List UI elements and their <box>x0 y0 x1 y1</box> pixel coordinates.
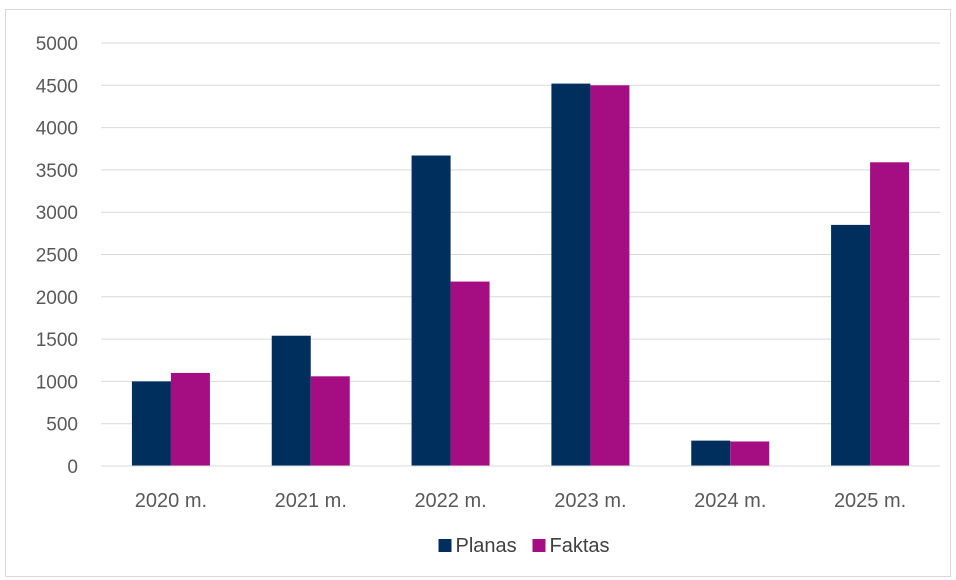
y-tick-label: 5000 <box>36 34 78 55</box>
bar-planas <box>271 335 311 466</box>
y-tick-label: 3000 <box>36 203 78 224</box>
y-axis-ticks: 0 500 1000 1500 2000 2500 3000 3500 4000 4500 5000 <box>36 34 78 478</box>
x-tick-label: 2025 m. <box>834 490 906 512</box>
bar-planas <box>131 381 171 466</box>
bar-faktas <box>730 441 770 466</box>
y-tick-label: 4000 <box>36 119 78 140</box>
x-axis-ticks: 2020 m. 2021 m. 2022 m. 2023 m. 2024 m. 2025 … <box>135 490 906 512</box>
bars <box>131 83 910 467</box>
bar-faktas <box>170 372 210 466</box>
gridlines <box>101 42 940 425</box>
x-tick-label: 2021 m. <box>275 490 347 512</box>
bar-planas <box>551 83 591 466</box>
legend: Planas Faktas <box>438 535 610 557</box>
bar-faktas <box>450 281 490 466</box>
legend-label-planas: Planas <box>456 535 517 557</box>
x-tick-label: 2020 m. <box>135 490 207 512</box>
bar-planas <box>831 224 871 466</box>
y-tick-label: 3500 <box>36 161 78 182</box>
y-tick-label: 1500 <box>36 330 78 351</box>
y-tick-label: 2000 <box>36 288 78 309</box>
y-tick-label: 500 <box>46 415 78 436</box>
bar-faktas <box>310 376 350 466</box>
bar-faktas <box>590 85 630 467</box>
legend-label-faktas: Faktas <box>550 535 610 557</box>
y-tick-label: 1000 <box>36 372 78 393</box>
x-tick-label: 2024 m. <box>694 490 766 512</box>
bar-planas <box>411 155 451 466</box>
legend-swatch-faktas <box>532 539 546 552</box>
y-tick-label: 0 <box>67 457 78 478</box>
x-tick-label: 2022 m. <box>414 490 486 512</box>
y-tick-label: 2500 <box>36 246 78 267</box>
bar-planas <box>691 440 731 466</box>
legend-swatch-planas <box>438 539 452 552</box>
x-tick-label: 2023 m. <box>554 490 626 512</box>
bar-faktas <box>870 162 910 466</box>
y-tick-label: 4500 <box>36 76 78 97</box>
